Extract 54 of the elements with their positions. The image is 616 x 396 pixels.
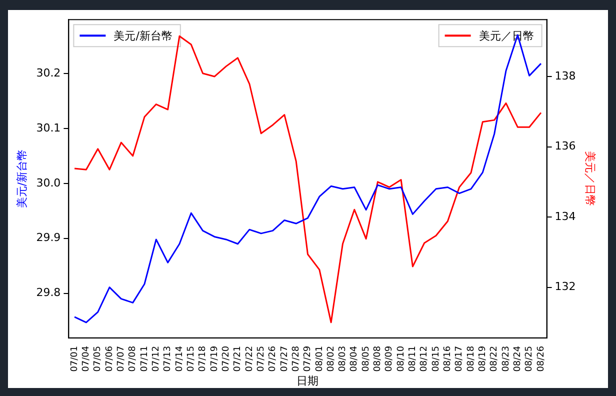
- y-tick-label: 30.0: [36, 176, 61, 190]
- y2-tick-label: 134: [554, 210, 576, 223]
- x-tick-label: 08/11: [408, 346, 418, 372]
- x-tick-label: 07/29: [303, 346, 314, 372]
- x-axis-title: 日期: [296, 374, 319, 388]
- x-tick-label: 07/04: [82, 346, 92, 372]
- y2-tick-label: 132: [554, 280, 576, 294]
- y2-tick-label: 138: [554, 69, 576, 82]
- x-tick-label: 07/07: [116, 346, 127, 372]
- x-tick-label: 07/21: [233, 346, 244, 372]
- y-tick-label: 30.2: [36, 66, 61, 80]
- x-tick-label: 08/10: [396, 346, 406, 372]
- x-tick-label: 08/01: [314, 346, 325, 372]
- x-tick-label: 07/25: [256, 346, 266, 372]
- x-tick-label: 08/19: [478, 346, 488, 372]
- x-tick-label: 08/24: [512, 346, 523, 372]
- x-tick-label: 08/23: [501, 346, 512, 372]
- x-tick-label: 08/18: [466, 346, 476, 372]
- x-tick-label: 08/05: [361, 346, 372, 372]
- y-tick-label: 29.8: [36, 286, 61, 300]
- x-tick-label: 07/18: [198, 346, 208, 372]
- x-tick-label: 08/03: [338, 346, 348, 372]
- x-tick-label: 07/11: [140, 346, 150, 372]
- x-tick-label: 08/02: [326, 346, 336, 372]
- x-tick-label: 08/22: [490, 346, 500, 372]
- x-tick-label: 08/08: [373, 346, 384, 372]
- legend-label: 美元/新台幣: [114, 29, 172, 42]
- y-tick-label: 30.1: [36, 121, 61, 134]
- x-tick-label: 08/12: [420, 346, 430, 372]
- x-tick-label: 07/28: [291, 346, 302, 372]
- x-tick-label: 07/01: [70, 346, 80, 372]
- x-tick-label: 07/12: [151, 346, 162, 372]
- x-tick-label: 07/22: [244, 346, 255, 372]
- x-tick-label: 07/20: [221, 346, 232, 372]
- x-tick-label: 07/06: [104, 346, 115, 372]
- y2-tick-label: 136: [554, 140, 576, 153]
- y2-axis-title: 美元／日幣: [584, 151, 597, 206]
- x-tick-label: 07/08: [128, 346, 138, 372]
- x-tick-label: 08/25: [524, 346, 535, 372]
- x-tick-label: 08/04: [350, 346, 360, 372]
- x-tick-label: 07/27: [280, 346, 290, 372]
- x-tick-label: 08/16: [443, 346, 454, 372]
- y-axis-title: 美元/新台幣: [15, 149, 28, 208]
- x-tick-label: 08/17: [454, 346, 465, 372]
- x-tick-label: 07/19: [210, 346, 220, 372]
- x-tick-label: 07/14: [174, 346, 185, 372]
- x-tick-label: 07/26: [268, 346, 278, 372]
- x-tick-label: 07/13: [163, 346, 174, 372]
- x-tick-label: 08/15: [431, 346, 442, 372]
- x-tick-label: 08/09: [384, 346, 395, 372]
- x-tick-label: 07/05: [93, 346, 104, 372]
- x-tick-label: 08/26: [536, 346, 546, 372]
- y-tick-label: 29.9: [36, 231, 61, 244]
- x-tick-label: 07/15: [186, 346, 196, 372]
